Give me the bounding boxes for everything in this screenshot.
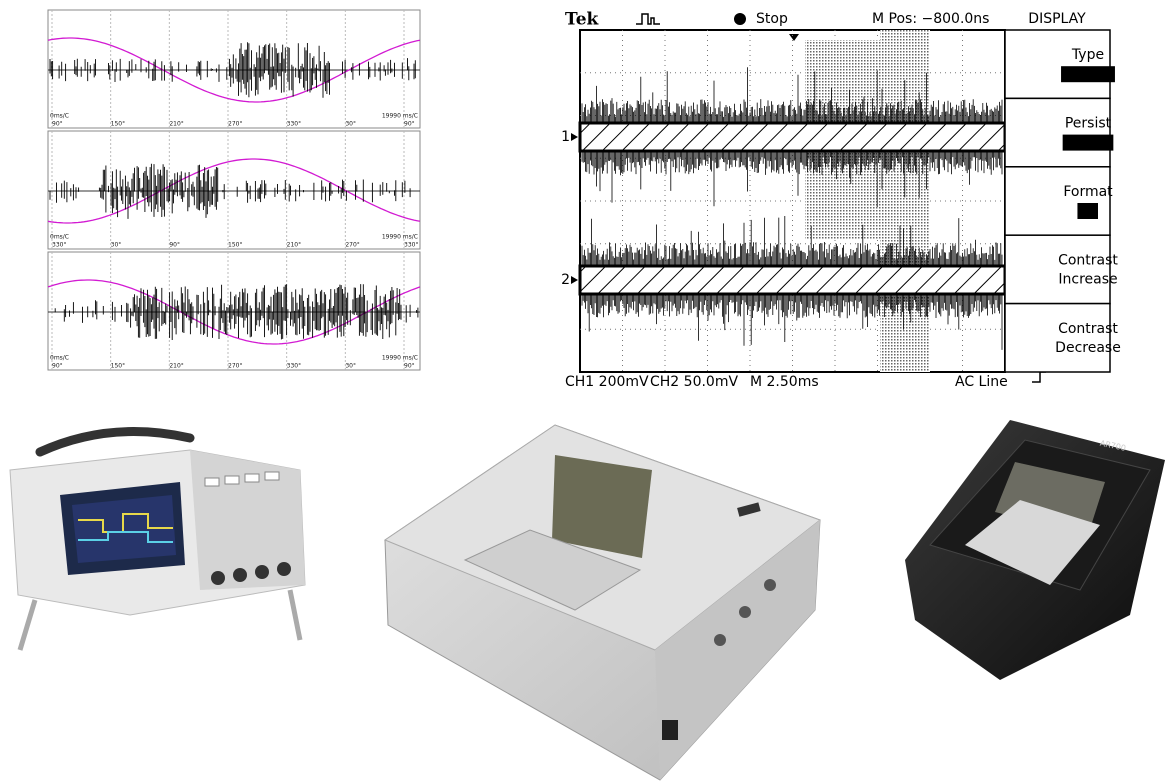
oscilloscope-device [10, 432, 305, 650]
trigger-icon [636, 14, 660, 24]
menu-button [1005, 98, 1110, 166]
menu-value: Increase [1058, 271, 1117, 287]
phase-label: 210° [169, 121, 183, 128]
phase-label: 330° [287, 121, 301, 128]
phase-label: 270° [345, 242, 359, 249]
phase-label: 210° [287, 242, 301, 249]
phase-label: 90° [404, 121, 415, 128]
menu-button [1005, 304, 1110, 372]
channel-marker: 2 [561, 272, 570, 288]
trace-band [580, 266, 1005, 294]
menu-button [1005, 167, 1110, 235]
menu-value: Decrease [1055, 340, 1121, 356]
composite-figure: 90°150°210°270°330°30°90°0ms/C19990 ms/C… [0, 0, 1170, 783]
phase-label: 150° [228, 242, 242, 249]
position: M Pos: −800.0ns [872, 11, 989, 27]
status: Stop [756, 11, 788, 27]
phase-label: 330° [287, 363, 301, 370]
scale-label: 19990 ms/C [382, 113, 418, 120]
phase-label: 30° [345, 121, 356, 128]
menu-label: Contrast [1058, 252, 1118, 268]
phase-label: 90° [404, 363, 415, 370]
oscilloscope-screen: Tek Stop M Pos: −800.0ns DISPLAY 1 2 Type V… [561, 10, 1121, 391]
menu-button [1005, 235, 1110, 303]
rate-label: 0ms/C [50, 355, 69, 362]
phase-label: 330° [52, 242, 66, 249]
menu-value: YT [1078, 203, 1097, 219]
stop-icon [734, 13, 746, 25]
phase-label: 30° [111, 242, 122, 249]
footer-readout: CH1 200mV [565, 374, 649, 390]
trace-band [580, 123, 1005, 151]
phase-label: 90° [169, 242, 180, 249]
channel-arrow [571, 133, 578, 141]
menu-label: Persist [1065, 116, 1112, 132]
menu-label: Format [1063, 184, 1113, 200]
menu-title: DISPLAY [1028, 11, 1086, 27]
menu-label: Contrast [1058, 321, 1118, 337]
channel-marker: 1 [561, 129, 570, 145]
phase-label: 270° [228, 121, 242, 128]
phase-label: 30° [345, 363, 356, 370]
rate-label: 0ms/C [50, 234, 69, 241]
footer-readout: AC Line [955, 374, 1008, 390]
panel-frame [48, 131, 420, 249]
phase-label: 150° [111, 121, 125, 128]
scale-label: 19990 ms/C [382, 234, 418, 241]
brand: Tek [565, 10, 600, 30]
phase-label: 210° [169, 363, 183, 370]
rate-label: 0ms/C [50, 113, 69, 120]
ar700-device: AR700 [905, 420, 1165, 680]
channel-arrow [571, 276, 578, 284]
footer-readout: CH2 50.0mV [650, 374, 738, 390]
page: 90°150°210°270°330°30°90°0ms/C19990 ms/C… [0, 0, 1170, 783]
menu-label: Type [1071, 47, 1104, 63]
menu-value: Vectors [1062, 66, 1114, 82]
panel-frame [48, 10, 420, 128]
footer-readout: M 2.50ms [750, 374, 819, 390]
phase-label: 150° [111, 363, 125, 370]
phase-label: 90° [52, 363, 63, 370]
scale-label: 19990 ms/C [382, 355, 418, 362]
pd-detector-device [385, 425, 820, 780]
menu-value: Infinite [1064, 135, 1113, 151]
phase-label: 90° [52, 121, 63, 128]
slope-icon [1032, 372, 1046, 382]
phase-label: 330° [404, 242, 418, 249]
phase-label: 270° [228, 363, 242, 370]
menu-button [1005, 30, 1110, 98]
